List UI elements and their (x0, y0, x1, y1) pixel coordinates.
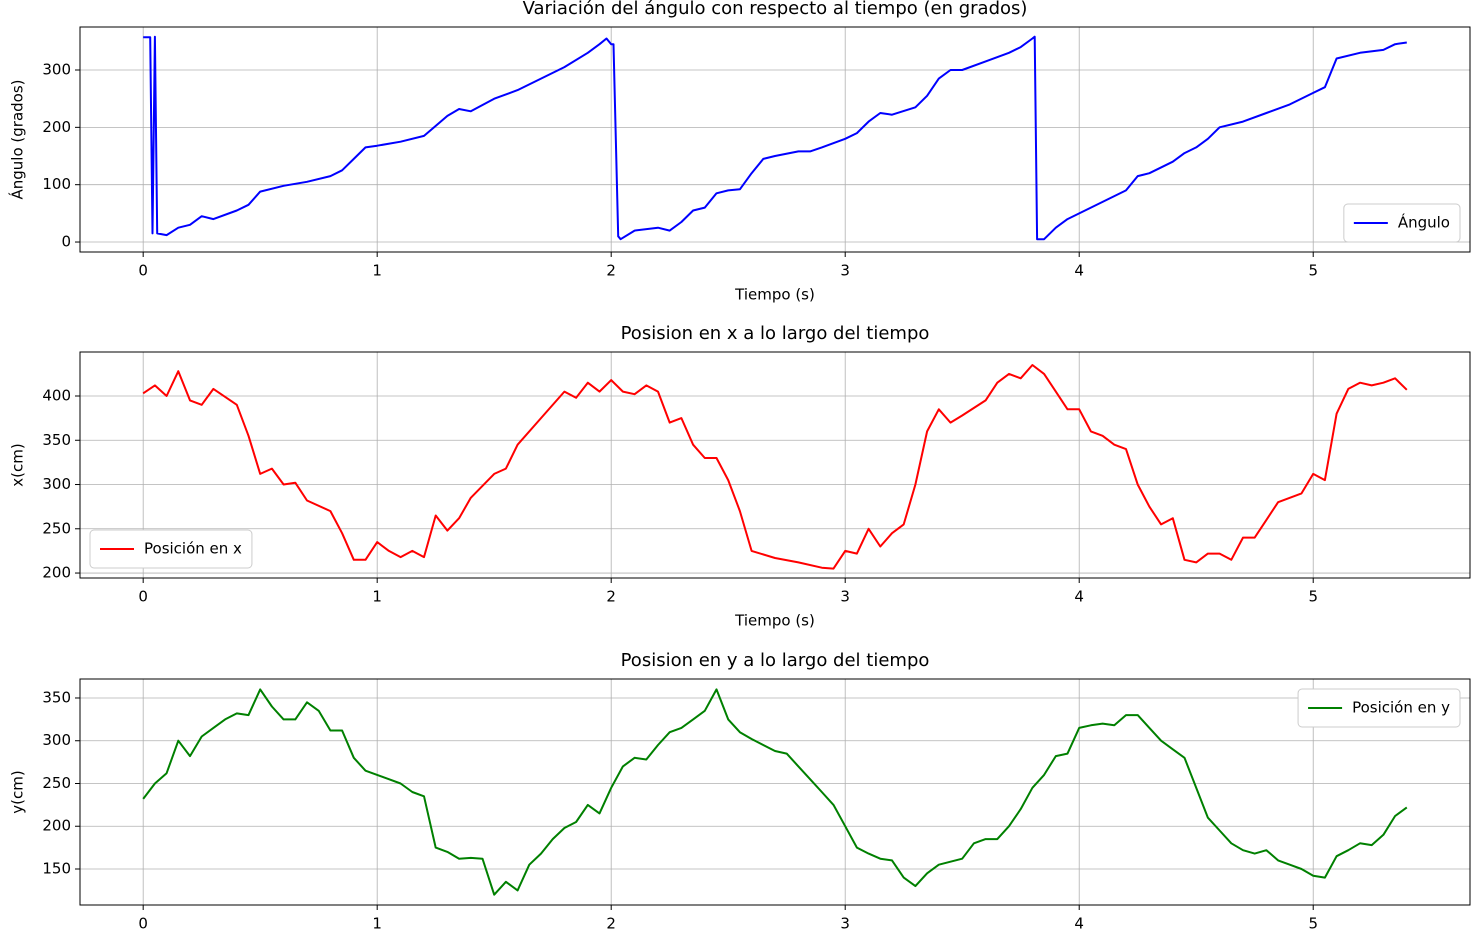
x-tick-label: 5 (1308, 262, 1318, 280)
x-tick-label: 1 (372, 262, 382, 280)
y-tick-label: 400 (42, 386, 71, 404)
y-tick-label: 150 (42, 860, 71, 878)
x-tick-label: 3 (840, 588, 850, 606)
x-tick-label: 3 (840, 262, 850, 280)
axes-frame (79, 678, 1471, 906)
x-tick-label: 1 (372, 915, 382, 933)
x-tick-label: 3 (840, 915, 850, 933)
x-tick-label: 5 (1308, 588, 1318, 606)
y-tick-label: 250 (42, 774, 71, 792)
y-tick-label: 200 (42, 564, 71, 582)
y-tick-label: 350 (42, 431, 71, 449)
x-tick-label: 2 (606, 915, 616, 933)
legend-label: Posición en x (144, 540, 242, 558)
x-tick-label: 0 (138, 915, 148, 933)
data-line (142, 688, 1408, 896)
axes-frame (79, 26, 1471, 253)
y-axis-label: Ángulo (grados) (8, 79, 27, 199)
data-line (143, 35, 1407, 241)
y-tick-label: 0 (61, 233, 71, 251)
y-tick-label: 300 (42, 731, 71, 749)
x-tick-label: 2 (606, 588, 616, 606)
y-tick-label: 200 (42, 118, 71, 136)
legend: Ángulo (1343, 203, 1461, 243)
y-axis-label: x(cm) (9, 443, 27, 486)
chart-title: Posision en y a lo largo del tiempo (621, 650, 930, 671)
chart-title: Posision en x a lo largo del tiempo (621, 323, 930, 344)
y-tick-label: 300 (42, 475, 71, 493)
x-tick-label: 5 (1308, 915, 1318, 933)
legend-frame (1297, 688, 1461, 728)
x-tick-label: 0 (138, 262, 148, 280)
x-tick-label: 4 (1074, 915, 1084, 933)
x-axis-label: Tiempo (s) (734, 612, 815, 630)
x-tick-label: 4 (1074, 588, 1084, 606)
legend-frame (1343, 203, 1461, 243)
x-axis-label: Tiempo (s) (734, 286, 815, 304)
y-tick-label: 250 (42, 519, 71, 537)
x-tick-label: 2 (606, 262, 616, 280)
data-line (142, 364, 1408, 570)
legend-frame (89, 529, 253, 569)
y-tick-label: 300 (42, 61, 71, 79)
y-tick-label: 100 (42, 175, 71, 193)
x-tick-label: 1 (372, 588, 382, 606)
legend: Posición en y (1297, 688, 1461, 728)
axes-frame (79, 351, 1471, 579)
legend-label: Ángulo (1398, 213, 1450, 232)
legend: Posición en x (89, 529, 253, 569)
y-tick-label: 200 (42, 817, 71, 835)
y-tick-label: 350 (42, 688, 71, 706)
x-tick-label: 0 (138, 588, 148, 606)
x-tick-label: 4 (1074, 262, 1084, 280)
legend-label: Posición en y (1352, 699, 1450, 717)
chart-title: Variación del ángulo con respecto al tie… (523, 0, 1028, 19)
y-axis-label: y(cm) (9, 770, 27, 813)
